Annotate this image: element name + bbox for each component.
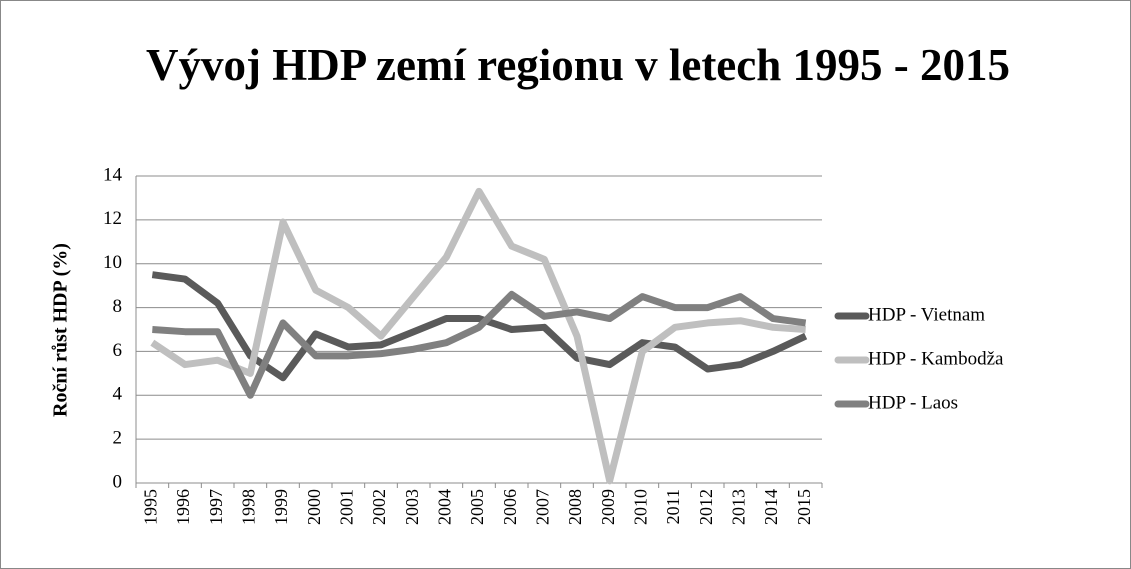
x-tick-label: 2008 <box>565 489 585 525</box>
y-axis-label: Roční růst HDP (%) <box>50 243 72 417</box>
y-tick-label: 14 <box>103 164 123 185</box>
x-tick-label: 2012 <box>696 489 716 525</box>
y-tick-label: 10 <box>103 252 122 273</box>
x-tick-label: 2004 <box>434 489 454 525</box>
chart-title: Vývoj HDP zemí regionu v letech 1995 - 2… <box>145 40 1011 90</box>
x-tick-label: 2000 <box>304 489 324 525</box>
x-tick-label: 2005 <box>467 489 487 525</box>
x-tick-label: 2010 <box>630 489 650 525</box>
x-tick-label: 2015 <box>794 489 814 525</box>
x-tick-label: 1995 <box>140 489 160 525</box>
x-tick-label: 1998 <box>238 489 258 525</box>
y-tick-label: 0 <box>113 471 123 492</box>
series-line <box>150 187 806 485</box>
y-tick-label: 8 <box>113 296 123 317</box>
x-tick-label: 2003 <box>402 489 422 525</box>
x-tick-label: 2009 <box>598 489 618 525</box>
x-tick-label: 2007 <box>532 489 552 525</box>
x-tick-label: 1999 <box>271 489 291 525</box>
x-tick-label: 1997 <box>206 489 226 525</box>
y-tick-label: 12 <box>103 208 122 229</box>
x-tick-label: 1996 <box>173 489 193 525</box>
x-tick-label: 2001 <box>336 489 356 525</box>
legend-label: HDP - Kambodža <box>868 348 1004 369</box>
x-tick-label: 2013 <box>728 489 748 525</box>
legend-label: HDP - Laos <box>868 392 958 413</box>
series-line <box>152 290 807 399</box>
y-tick-label: 4 <box>113 384 123 405</box>
x-tick-label: 2011 <box>663 489 683 524</box>
y-tick-label: 2 <box>113 428 123 449</box>
x-tick-label: 2006 <box>500 489 520 525</box>
x-tick-label: 2014 <box>761 489 781 525</box>
y-tick-label: 6 <box>113 340 123 361</box>
x-tick-label: 2002 <box>369 489 389 525</box>
legend-label: HDP - Vietnam <box>868 304 985 325</box>
